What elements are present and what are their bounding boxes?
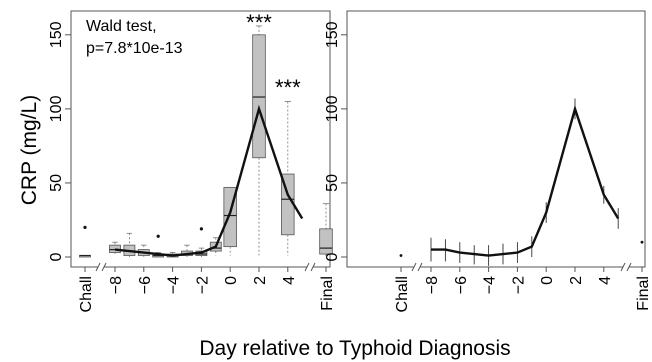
y-tick-label: 0 <box>324 252 341 261</box>
y-axis-label: CRP (mg/L) <box>18 95 41 205</box>
x-tick-label: −4 <box>482 276 499 294</box>
data-point <box>399 254 403 257</box>
box-outlier <box>83 225 87 229</box>
axis-break-mark <box>310 262 316 272</box>
fit-line <box>114 104 304 257</box>
x-tick-label: 2 <box>568 276 585 285</box>
series-line <box>431 104 620 257</box>
box-outlier <box>156 234 160 238</box>
x-tick-label: 0 <box>539 276 556 285</box>
x-tick-label: −6 <box>137 276 154 294</box>
axis-break-mark <box>95 262 101 272</box>
significance-stars: *** <box>246 10 272 35</box>
plot-frame <box>346 10 646 268</box>
x-axis-label: Day relative to Typhoid Diagnosis <box>199 337 510 360</box>
x-tick-label: −2 <box>510 276 527 294</box>
x-tick-label: Chall <box>78 276 95 312</box>
y-tick-label: 100 <box>48 95 65 122</box>
y-tick-label: 100 <box>324 95 341 122</box>
y-tick-label: 150 <box>324 21 341 48</box>
axis-break-mark <box>411 262 417 272</box>
axis-break-gap <box>414 264 420 270</box>
significance-stars: *** <box>275 75 301 100</box>
axis-break-mark <box>417 262 423 272</box>
axis-break-gap <box>98 264 104 270</box>
y-tick-label: 0 <box>48 252 65 261</box>
p-value-label: p=7.8*10e-13 <box>86 40 183 57</box>
axis-break-mark <box>304 262 310 272</box>
x-tick-label: −8 <box>108 276 125 294</box>
x-tick-label: 2 <box>252 276 269 285</box>
box <box>319 228 333 255</box>
axis-break-gap <box>307 264 313 270</box>
y-tick-label: 50 <box>324 174 341 192</box>
wald-test-label: Wald test, <box>86 18 157 35</box>
x-tick-label: Final <box>319 276 336 311</box>
x-tick-label: 0 <box>223 276 240 285</box>
y-tick-label: 50 <box>48 174 65 192</box>
x-tick-label: 4 <box>597 276 614 285</box>
axis-break-mark <box>101 262 107 272</box>
box <box>109 244 121 253</box>
x-tick-label: Final <box>635 276 652 311</box>
axis-break-mark <box>626 262 632 272</box>
box <box>252 34 266 159</box>
box-outlier <box>199 227 203 231</box>
x-tick-label: Chall <box>394 276 411 312</box>
data-point <box>640 240 644 244</box>
x-tick-label: −6 <box>453 276 470 294</box>
x-tick-label: −4 <box>166 276 183 294</box>
axis-break-mark <box>620 262 626 272</box>
x-tick-label: −2 <box>194 276 211 294</box>
plot-frame <box>70 10 331 268</box>
axis-break-gap <box>623 264 629 270</box>
x-tick-label: 4 <box>281 276 298 285</box>
y-tick-label: 150 <box>48 21 65 48</box>
panel-left-boxplot: 0 50 100 150 Chall −8 −6 −4 −2 0 2 4 Final *** *** <box>48 10 336 312</box>
x-tick-label: −8 <box>424 276 441 294</box>
panel-right-line-chart: 0 50 100 150 Chall −8 −6 −4 −2 0 2 4 Final <box>324 10 652 312</box>
